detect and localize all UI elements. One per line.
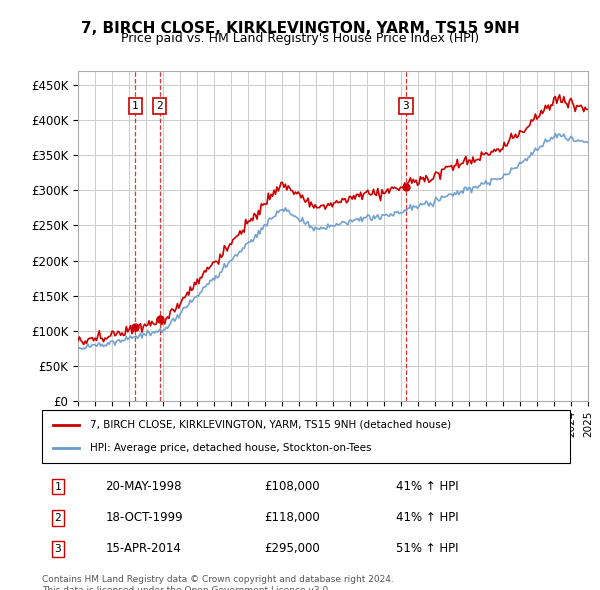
Text: 41% ↑ HPI: 41% ↑ HPI bbox=[396, 480, 458, 493]
Text: 15-APR-2014: 15-APR-2014 bbox=[106, 542, 181, 555]
Text: 18-OCT-1999: 18-OCT-1999 bbox=[106, 511, 183, 525]
Text: 3: 3 bbox=[55, 544, 61, 554]
Text: 51% ↑ HPI: 51% ↑ HPI bbox=[396, 542, 458, 555]
Text: £108,000: £108,000 bbox=[264, 480, 319, 493]
FancyBboxPatch shape bbox=[42, 410, 570, 463]
Text: 7, BIRCH CLOSE, KIRKLEVINGTON, YARM, TS15 9NH: 7, BIRCH CLOSE, KIRKLEVINGTON, YARM, TS1… bbox=[80, 21, 520, 35]
Text: £118,000: £118,000 bbox=[264, 511, 320, 525]
Text: 7, BIRCH CLOSE, KIRKLEVINGTON, YARM, TS15 9NH (detached house): 7, BIRCH CLOSE, KIRKLEVINGTON, YARM, TS1… bbox=[89, 420, 451, 430]
Text: 1: 1 bbox=[55, 481, 61, 491]
Text: 2: 2 bbox=[156, 101, 163, 111]
Text: 1: 1 bbox=[132, 101, 139, 111]
Text: Price paid vs. HM Land Registry's House Price Index (HPI): Price paid vs. HM Land Registry's House … bbox=[121, 32, 479, 45]
Text: 20-MAY-1998: 20-MAY-1998 bbox=[106, 480, 182, 493]
Text: 2: 2 bbox=[55, 513, 61, 523]
Text: 41% ↑ HPI: 41% ↑ HPI bbox=[396, 511, 458, 525]
Text: 3: 3 bbox=[403, 101, 409, 111]
Text: Contains HM Land Registry data © Crown copyright and database right 2024.
This d: Contains HM Land Registry data © Crown c… bbox=[42, 575, 394, 590]
Text: £295,000: £295,000 bbox=[264, 542, 320, 555]
Text: HPI: Average price, detached house, Stockton-on-Tees: HPI: Average price, detached house, Stoc… bbox=[89, 443, 371, 453]
